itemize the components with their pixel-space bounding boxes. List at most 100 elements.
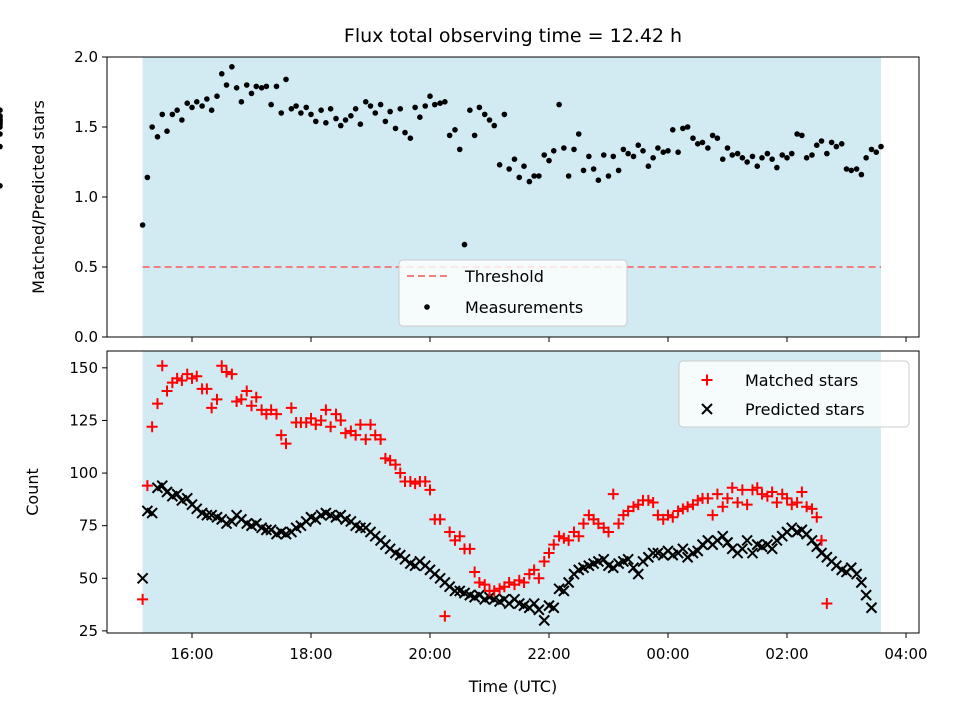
predicted-stars-point — [850, 568, 863, 580]
measurement-point — [858, 171, 865, 178]
y-tick-label: 25 — [79, 622, 98, 640]
matched-stars-point — [613, 518, 625, 530]
matched-stars-point — [711, 488, 723, 500]
measurement-point — [660, 149, 667, 155]
measurement-point — [813, 142, 820, 148]
matched-stars-point — [161, 385, 173, 397]
x-tick-label: 00:00 — [646, 645, 689, 663]
measurement-point — [243, 82, 250, 88]
matched-stars-point — [454, 530, 466, 542]
measurement-point — [531, 173, 537, 179]
measurement-point — [481, 111, 488, 118]
bottom-legend: Matched stars Predicted stars — [678, 360, 910, 428]
measurement-point — [392, 125, 399, 132]
measurement-point — [610, 153, 617, 160]
matched-stars-point — [409, 478, 421, 490]
matched-stars-point — [469, 566, 481, 578]
measurement-point — [218, 71, 225, 77]
predicted-stars-point — [855, 576, 868, 589]
measurement-point — [387, 108, 393, 115]
y-tick-label: 1.5 — [74, 118, 98, 136]
measurement-point — [749, 153, 756, 160]
matched-stars-point — [662, 509, 674, 521]
y-tick-label: 2.0 — [74, 48, 98, 66]
measurement-point — [233, 85, 240, 91]
measurement-point — [714, 135, 721, 141]
measurement-point — [229, 64, 235, 70]
top-y-axis-label: Matched/Predicted stars — [29, 100, 48, 294]
measurement-point — [818, 138, 825, 144]
matched-stars-point — [667, 511, 679, 523]
x-tick-label: 20:00 — [408, 645, 451, 663]
legend-matched-swatch — [701, 374, 713, 386]
predicted-stars-point — [746, 547, 759, 559]
matched-stars-point — [548, 539, 560, 551]
matched-stars-point — [275, 429, 287, 441]
measurement-point — [348, 113, 354, 119]
matched-stars-point — [726, 482, 738, 494]
measurement-point — [193, 99, 200, 105]
matched-stars-point — [528, 564, 540, 576]
measurement-point — [154, 134, 161, 140]
matched-stars-point — [151, 398, 163, 410]
x-tick-label: 16:00 — [170, 645, 213, 663]
matched-stars-point — [444, 526, 456, 538]
measurement-point — [164, 128, 170, 134]
predicted-stars-point — [171, 488, 183, 500]
matched-stars-point — [315, 414, 327, 426]
measurement-point — [729, 152, 736, 158]
measurement-point — [600, 152, 607, 158]
measurement-point — [556, 101, 562, 108]
x-tick-label: 18:00 — [289, 645, 332, 663]
measurement-point — [149, 124, 155, 130]
x-tick-label: 22:00 — [527, 645, 570, 663]
x-tick-label: 04:00 — [884, 645, 927, 663]
measurement-point — [788, 150, 795, 157]
measurement-point — [238, 99, 245, 105]
measurement-point — [0, 183, 3, 189]
measurement-point — [0, 143, 3, 150]
measurement-point — [372, 110, 379, 116]
matched-stars-point — [350, 429, 362, 441]
measurement-point — [461, 241, 468, 248]
matched-stars-point — [389, 459, 401, 471]
matched-stars-point — [221, 366, 233, 378]
matched-stars-point — [627, 501, 639, 513]
legend-threshold-label: Threshold — [464, 267, 544, 286]
predicted-stars-point — [717, 530, 729, 542]
predicted-stars-point — [766, 543, 778, 555]
measurement-point — [0, 113, 3, 119]
measurement-points — [0, 64, 884, 248]
matched-stars-point — [246, 400, 257, 412]
predicted-stars-point — [558, 585, 570, 597]
predicted-stars-point — [647, 547, 659, 559]
matched-stars-point — [821, 598, 833, 610]
measurement-point — [248, 90, 255, 97]
measurement-point — [253, 83, 260, 90]
y-tick-label: 150 — [69, 359, 98, 377]
matched-stars-point — [513, 574, 525, 586]
measurement-point — [431, 101, 438, 108]
bottom-y-ticks: 25 50 75 100 125 150 — [69, 359, 107, 640]
measurement-point — [843, 166, 850, 172]
matched-stars-point — [766, 486, 778, 498]
measurement-point — [159, 111, 166, 118]
measurement-point — [669, 127, 676, 133]
measurement-point — [174, 107, 180, 113]
matched-stars-point — [404, 475, 416, 487]
measurement-point — [377, 101, 384, 108]
measurement-point — [571, 146, 577, 153]
measurement-point — [779, 152, 786, 158]
predicted-stars-point — [538, 614, 550, 627]
measurement-point — [709, 132, 716, 139]
predicted-stars-point — [598, 553, 610, 566]
matched-stars-point — [553, 530, 565, 542]
legend-predicted-label: Predicted stars — [745, 400, 865, 419]
matched-stars-point — [563, 534, 575, 546]
matched-stars-point — [538, 555, 550, 567]
measurement-point — [179, 117, 185, 123]
measurement-point — [635, 142, 642, 148]
measurement-point — [318, 107, 324, 113]
measurement-point — [873, 149, 880, 155]
